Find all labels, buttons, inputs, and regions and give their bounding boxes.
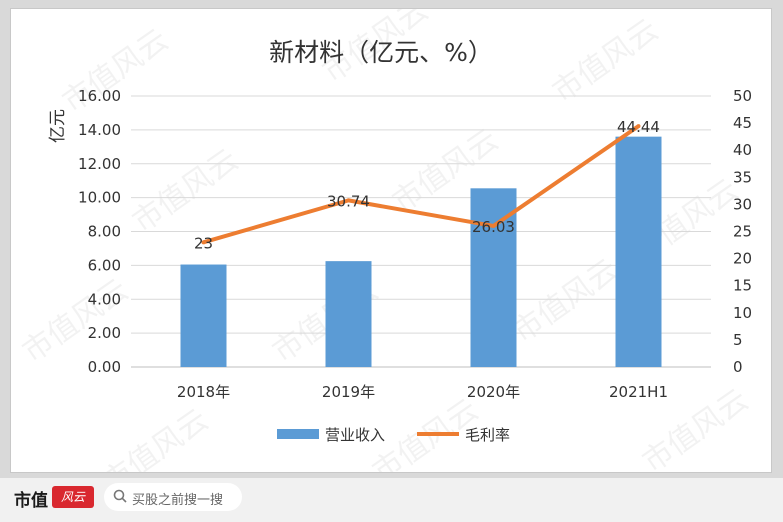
legend-label-revenue: 营业收入 (325, 426, 385, 444)
search-icon (113, 489, 127, 503)
y-tick-label: 12.00 (78, 155, 121, 173)
x-tick-label: 2019年 (322, 383, 375, 401)
line-point (346, 198, 351, 203)
brand-logo-text: 市值 (14, 491, 48, 511)
chart-title: 新材料（亿元、%） (269, 38, 493, 67)
watermark-text: 市值风云 (126, 142, 244, 239)
y-tick-label: 6.00 (88, 256, 121, 274)
watermark-text: 市值风云 (16, 272, 134, 369)
search-placeholder: 买股之前搜一搜 (132, 493, 224, 508)
y2-tick-label: 0 (733, 358, 743, 376)
y-tick-label: 0.00 (88, 358, 121, 376)
y-tick-label: 10.00 (78, 189, 121, 207)
gridlines (131, 95, 711, 368)
y2-tick-label: 30 (733, 195, 752, 213)
brand-logo-mark: 风云 (52, 486, 94, 508)
x-tick-label: 2020年 (467, 383, 520, 401)
y2-tick-label: 20 (733, 250, 752, 268)
line-point (491, 223, 496, 228)
y2-tick-label: 50 (733, 87, 752, 105)
y-tick-label: 2.00 (88, 324, 121, 342)
y-axis-ticks: 16.00 14.00 12.00 10.00 8.00 6.00 4.00 2.00 0.00 (78, 87, 121, 376)
line-data-label: 26.03 (472, 218, 515, 236)
chart-card: 市值风云 市值风云 市值风云 市值风云 市值风云 市值风云 市值风云 市值风云 市值风云 市值风云… (10, 0, 772, 500)
x-tick-label: 2021H1 (609, 383, 668, 401)
line-series: 23 30.74 26.03 44.44 (194, 118, 660, 252)
y-axis-label: 亿元 (48, 109, 68, 143)
y-tick-label: 8.00 (88, 223, 121, 241)
search-input[interactable]: 买股之前搜一搜 (104, 483, 242, 511)
line-data-label: 23 (194, 234, 213, 252)
bar (615, 136, 662, 367)
y2-tick-label: 40 (733, 141, 752, 159)
line-data-label: 44.44 (617, 118, 660, 136)
bar (325, 261, 372, 367)
y2-tick-label: 25 (733, 223, 752, 241)
y2-tick-label: 10 (733, 304, 752, 322)
bar-series (180, 136, 662, 367)
y-tick-label: 16.00 (78, 87, 121, 105)
footer-bar: 市值 风云 买股之前搜一搜 (0, 478, 783, 522)
x-tick-label: 2018年 (177, 383, 230, 401)
watermark-text: 市值风云 (96, 402, 214, 472)
watermark-text: 市值风云 (56, 22, 174, 119)
watermark-text: 市值风云 (546, 12, 664, 109)
watermark-text: 市值风云 (506, 252, 624, 349)
line-data-label: 30.74 (327, 192, 370, 210)
y2-tick-label: 45 (733, 114, 752, 132)
legend-swatch-revenue (277, 429, 319, 439)
y2-tick-label: 35 (733, 168, 752, 186)
y-tick-label: 14.00 (78, 121, 121, 139)
line-point (201, 240, 206, 245)
y2-tick-label: 15 (733, 277, 752, 295)
y-tick-label: 4.00 (88, 290, 121, 308)
bar (180, 264, 227, 367)
legend: 营业收入 毛利率 (277, 426, 510, 444)
bar (470, 188, 517, 367)
legend-label-margin: 毛利率 (465, 426, 510, 444)
line-path (202, 124, 640, 245)
y2-tick-label: 5 (733, 331, 743, 349)
line-point (636, 124, 641, 129)
x-axis-ticks: 2018年 2019年 2020年 2021H1 (177, 383, 668, 401)
